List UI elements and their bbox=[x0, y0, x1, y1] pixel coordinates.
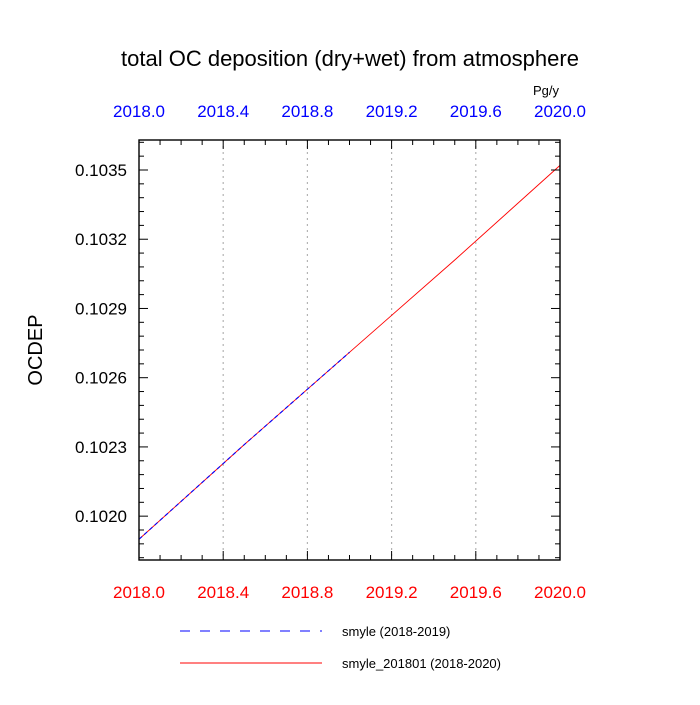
units-label: Pg/y bbox=[533, 83, 560, 98]
x-tick-label-top: 2018.4 bbox=[197, 102, 249, 121]
x-tick-label-bottom: 2018.4 bbox=[197, 583, 249, 602]
chart-title: total OC deposition (dry+wet) from atmos… bbox=[121, 46, 579, 71]
x-tick-label-top: 2018.0 bbox=[113, 102, 165, 121]
legend-label: smyle_201801 (2018-2020) bbox=[342, 656, 501, 671]
y-tick-label: 0.1035 bbox=[75, 161, 127, 180]
y-tick-label: 0.1032 bbox=[75, 230, 127, 249]
tick-labels: 2018.0 2018.0 2018.4 2018.4 2018.8 2018.8 2019… bbox=[75, 102, 586, 602]
y-tick-label: 0.1023 bbox=[75, 438, 127, 457]
x-tick-label-bottom: 2019.6 bbox=[450, 583, 502, 602]
y-tick-label: 0.1026 bbox=[75, 369, 127, 388]
x-tick-label-bottom: 2019.2 bbox=[366, 583, 418, 602]
legend-label: smyle (2018-2019) bbox=[342, 624, 450, 639]
x-tick-label-top: 2018.8 bbox=[281, 102, 333, 121]
gridlines bbox=[222, 140, 477, 560]
legend: smyle (2018-2019) smyle_201801 (2018-2020… bbox=[180, 624, 501, 671]
x-tick-label-bottom: 2018.0 bbox=[113, 583, 165, 602]
x-tick-label-top: 2019.6 bbox=[450, 102, 502, 121]
series-line bbox=[138, 351, 350, 540]
plot-frame bbox=[138, 139, 561, 561]
series-lines bbox=[138, 165, 561, 540]
axis-ticks bbox=[138, 140, 561, 560]
y-tick-label: 0.1020 bbox=[75, 507, 127, 526]
y-axis-label: OCDEP bbox=[25, 314, 47, 385]
x-tick-label-bottom: 2018.8 bbox=[281, 583, 333, 602]
y-tick-label: 0.1029 bbox=[75, 299, 127, 318]
x-tick-label-top: 2019.2 bbox=[366, 102, 418, 121]
x-tick-label-bottom: 2020.0 bbox=[534, 583, 586, 602]
x-tick-label-top: 2020.0 bbox=[534, 102, 586, 121]
